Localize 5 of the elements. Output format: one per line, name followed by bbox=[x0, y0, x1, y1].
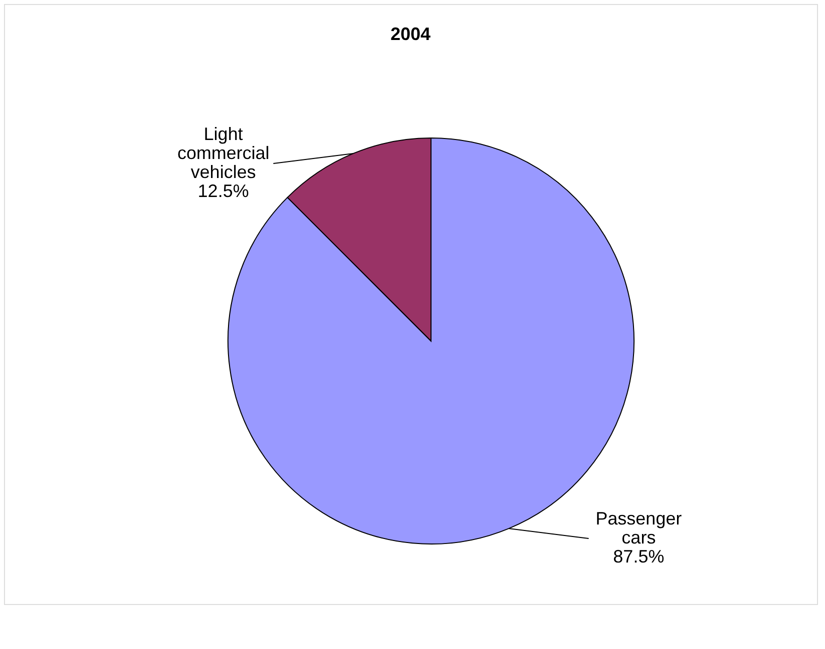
data-label: 87.5% bbox=[613, 546, 664, 567]
slice-label: Passenger cars bbox=[596, 508, 682, 548]
data-label: 12.5% bbox=[198, 180, 249, 201]
slice-label: Light commercial vehicles bbox=[177, 124, 270, 182]
chart-title: 2004 bbox=[390, 24, 431, 44]
